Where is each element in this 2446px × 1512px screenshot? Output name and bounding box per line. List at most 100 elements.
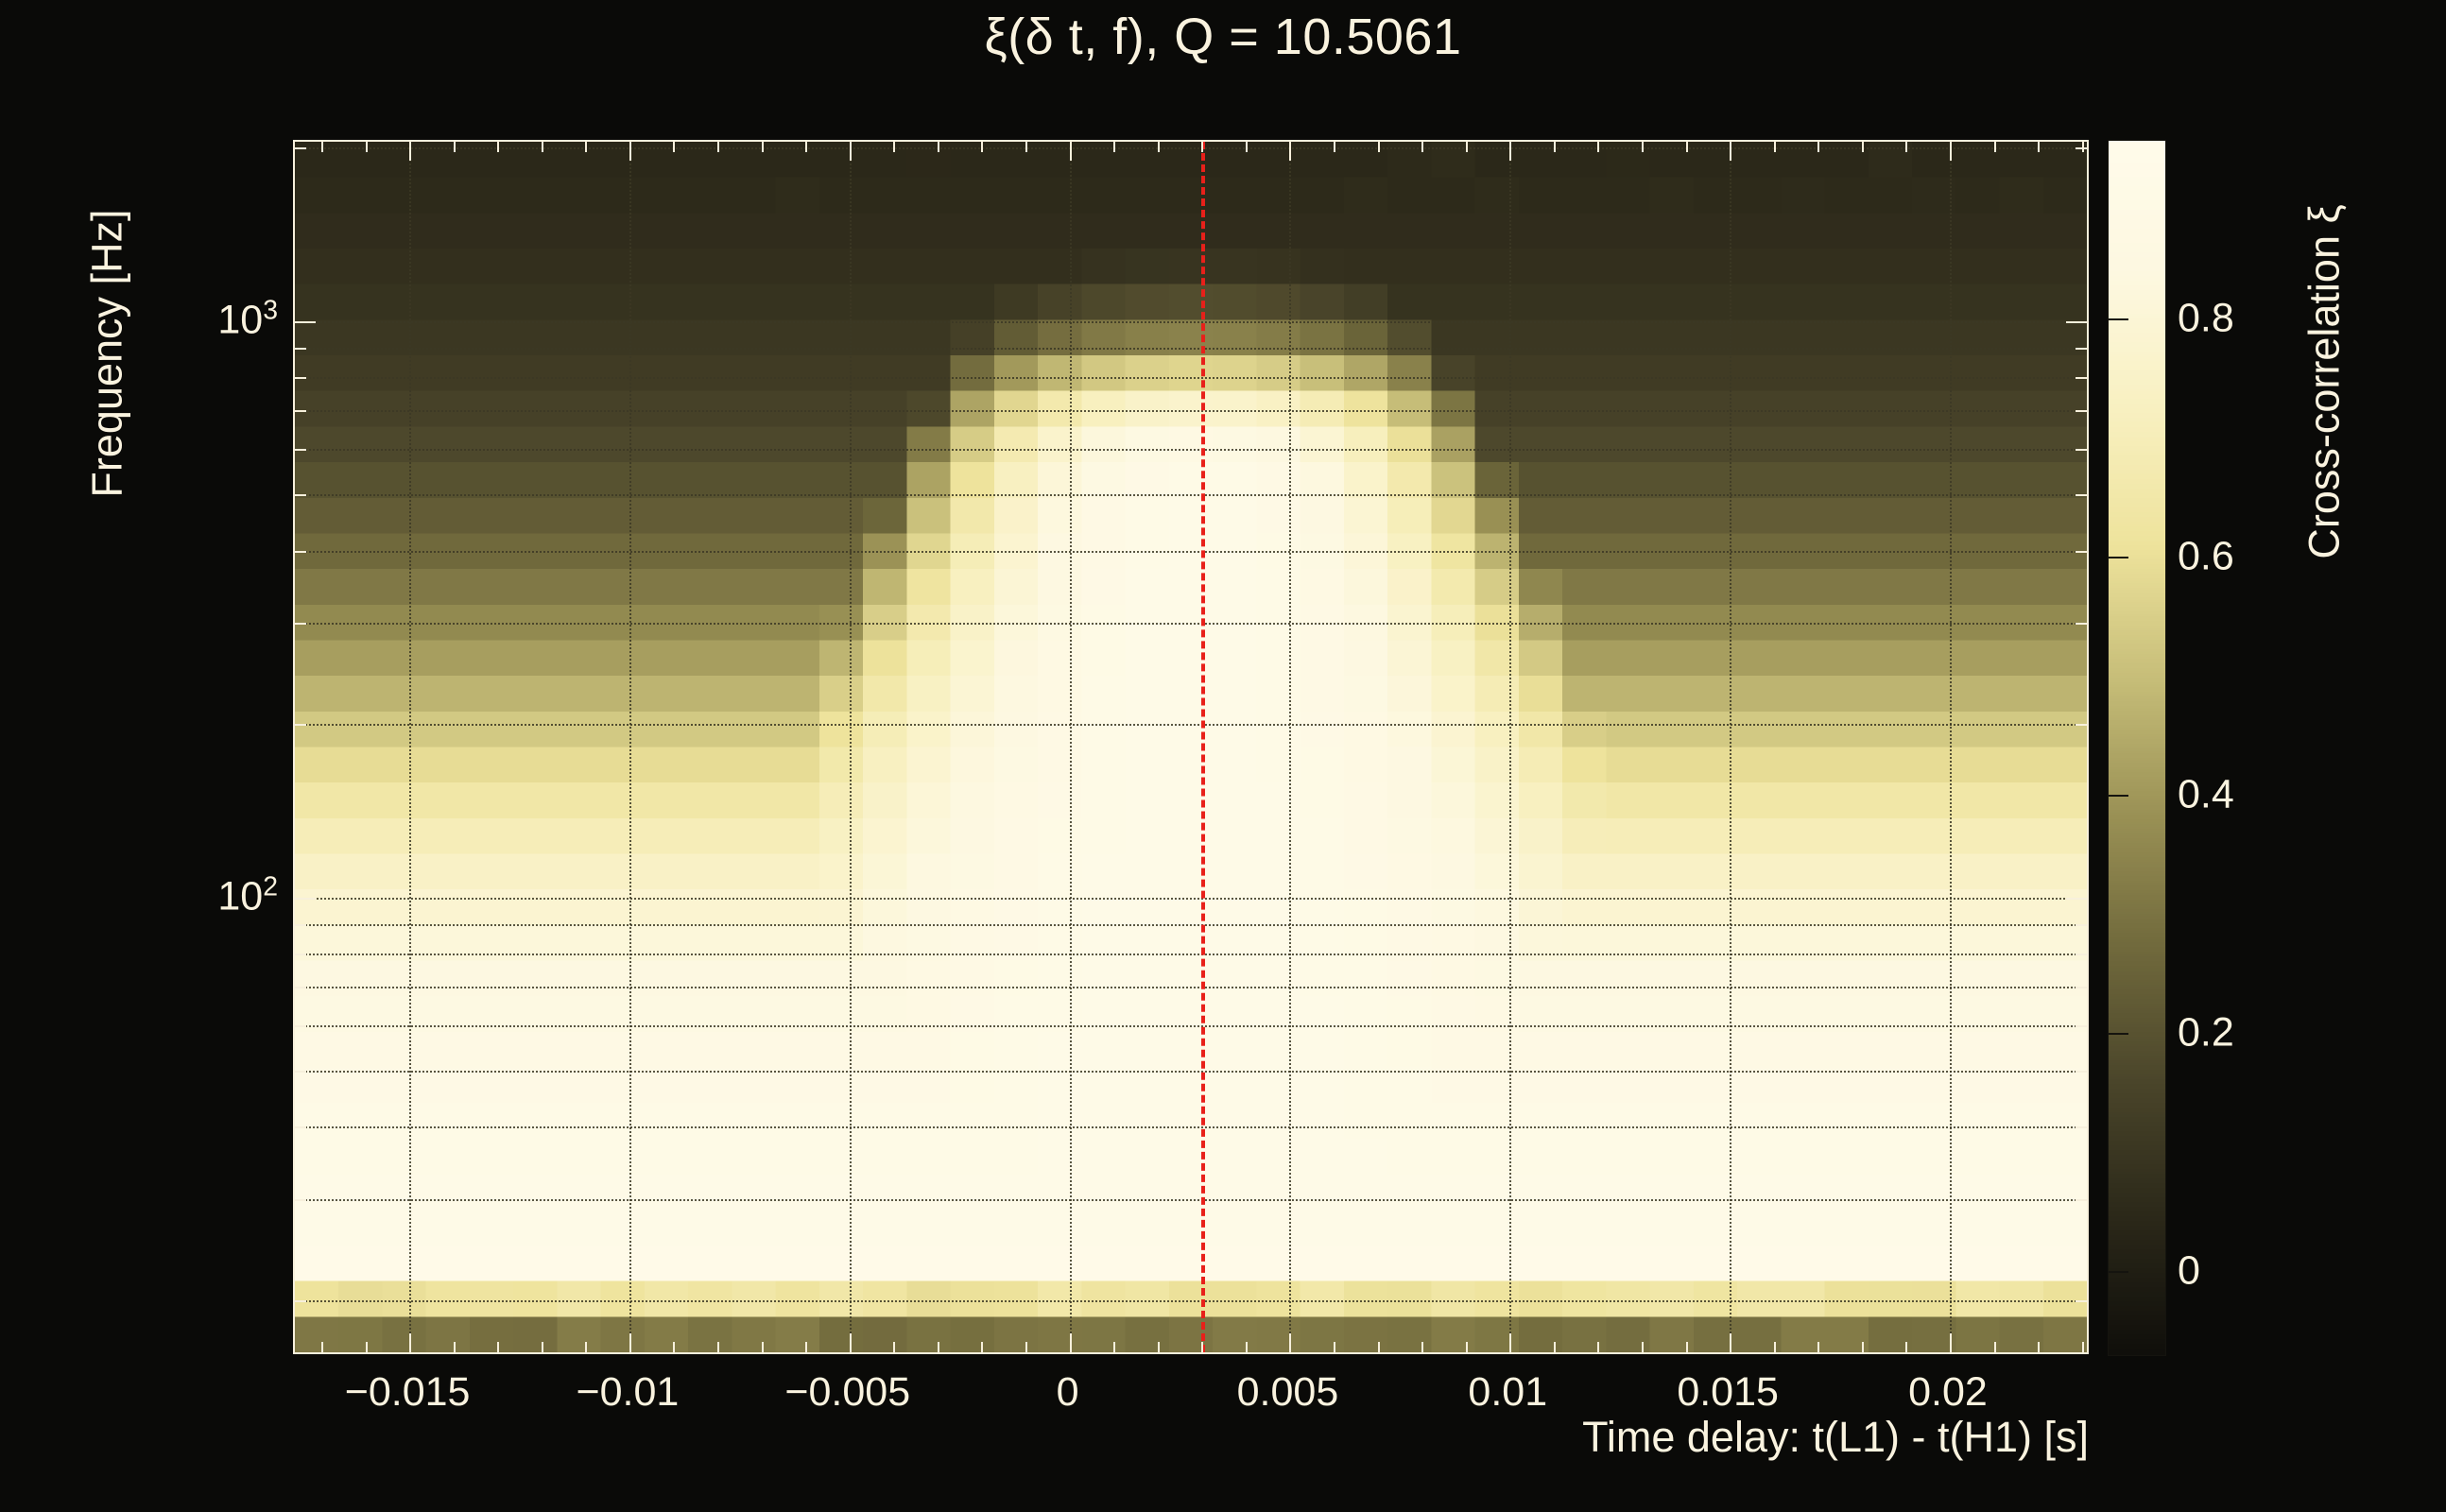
x-axis-tick [1993,142,1996,152]
x-axis-tick [1685,1342,1688,1352]
x-axis-tick [1949,1333,1952,1352]
x-axis-tick [1730,142,1732,161]
colorbar-tick [2108,794,2128,797]
colorbar-tick-label: 0.6 [2178,533,2234,579]
x-axis-tick [1113,1342,1116,1352]
x-axis-tick [1201,1342,1204,1352]
y-axis-tick [295,347,306,350]
colorbar-tick [2108,556,2128,558]
y-axis-tick [2076,1126,2087,1129]
colorbar [2108,140,2166,1356]
x-axis-tick [1597,1342,1600,1352]
y-axis-tick [2076,550,2087,553]
x-axis-tick [1157,142,1160,152]
x-axis-tick [1421,1342,1424,1352]
y-axis-tick-exponent: 3 [263,295,278,326]
y-axis-tick [295,550,306,553]
y-axis-tick-exponent: 2 [263,870,278,902]
x-axis-tick [1069,142,1072,161]
x-axis-tick [1905,142,1908,152]
y-axis-tick [2076,1198,2087,1201]
x-axis-tick [1553,1342,1556,1352]
colorbar-tick-label: 0 [2178,1247,2200,1294]
y-axis-tick [295,147,306,150]
colorbar-tick [2108,1032,2128,1035]
y-axis-tick [2076,494,2087,497]
x-axis-tick [585,1342,588,1352]
x-axis-tick [1817,142,1820,152]
x-axis-tick [981,1342,984,1352]
y-axis-tick [2076,724,2087,727]
x-axis-tick [1025,1342,1028,1352]
x-axis-tick [1905,1342,1908,1352]
y-axis-tick [2076,1299,2087,1302]
x-axis-tick [1157,1342,1160,1352]
x-axis-tick [2081,142,2084,152]
x-axis-tick [365,142,368,152]
x-axis-tick [1509,1333,1512,1352]
x-axis-tick-label: −0.015 [344,1369,471,1415]
x-axis-tick [761,1342,764,1352]
x-axis-tick [1201,142,1204,152]
x-axis-tick [1113,142,1116,152]
x-axis-tick [497,1342,500,1352]
x-axis-tick [1289,1333,1292,1352]
y-axis-tick [295,953,306,955]
y-axis-tick [295,1126,306,1129]
x-axis-title: Time delay: t(L1) - t(H1) [s] [1582,1413,2089,1461]
y-axis-tick [295,897,316,900]
x-axis-tick [409,1333,412,1352]
x-axis-tick [1509,142,1512,161]
x-axis-tick [1642,142,1644,152]
x-axis-tick [1597,142,1600,152]
heatmap-plot-area [293,140,2089,1354]
colorbar-tick-label: 0.8 [2178,295,2234,341]
y-axis-tick [2076,1024,2087,1027]
x-axis-tick-label: −0.01 [576,1369,680,1415]
x-axis-tick-label: 0.005 [1236,1369,1339,1415]
x-axis-tick [1465,142,1468,152]
y-axis-tick [2076,147,2087,150]
x-axis-tick [1245,1342,1248,1352]
y-axis-tick [2066,897,2087,900]
colorbar-title-text: Cross-correlation ξ [2300,204,2349,559]
x-axis-tick [1773,1342,1776,1352]
x-axis-tick [849,1333,852,1352]
x-axis-tick [629,1333,631,1352]
heatmap-image [295,142,2087,1352]
x-axis-tick [893,1342,896,1352]
x-axis-tick [981,142,984,152]
y-axis-tick [295,923,306,926]
x-axis-tick [2038,1342,2041,1352]
x-axis-tick [497,142,500,152]
x-axis-tick [1377,1342,1380,1352]
x-axis-tick [1289,142,1292,161]
x-axis-tick [1949,142,1952,161]
x-axis-tick [320,142,323,152]
x-axis-tick [1377,142,1380,152]
expected-delay-marker-line [1201,142,1206,1352]
y-axis-tick [2076,376,2087,379]
y-axis-tick-label: 103 [217,295,278,343]
x-axis-tick [1861,1342,1864,1352]
y-axis-tick-label: 102 [217,871,278,919]
y-axis-tick [2076,449,2087,452]
x-axis-tick [937,142,939,152]
colorbar-title: Cross-correlation ξ [2297,140,2353,1354]
y-axis-tick [2076,347,2087,350]
x-axis-tick-label: 0.01 [1468,1369,1548,1415]
x-axis-tick [1334,1342,1336,1352]
x-axis-tick [1817,1342,1820,1352]
y-axis-tick-mantissa: 10 [217,873,264,919]
colorbar-tick [2108,1270,2128,1273]
x-axis-tick [320,1342,323,1352]
x-axis-tick [1421,142,1424,152]
x-axis-tick [717,142,720,152]
x-axis-tick [409,142,412,161]
y-axis-tick-mantissa: 10 [217,297,264,343]
x-axis-tick [937,1342,939,1352]
y-axis-tick [2076,923,2087,926]
y-axis-tick [295,410,306,413]
y-axis-tick [295,1024,306,1027]
